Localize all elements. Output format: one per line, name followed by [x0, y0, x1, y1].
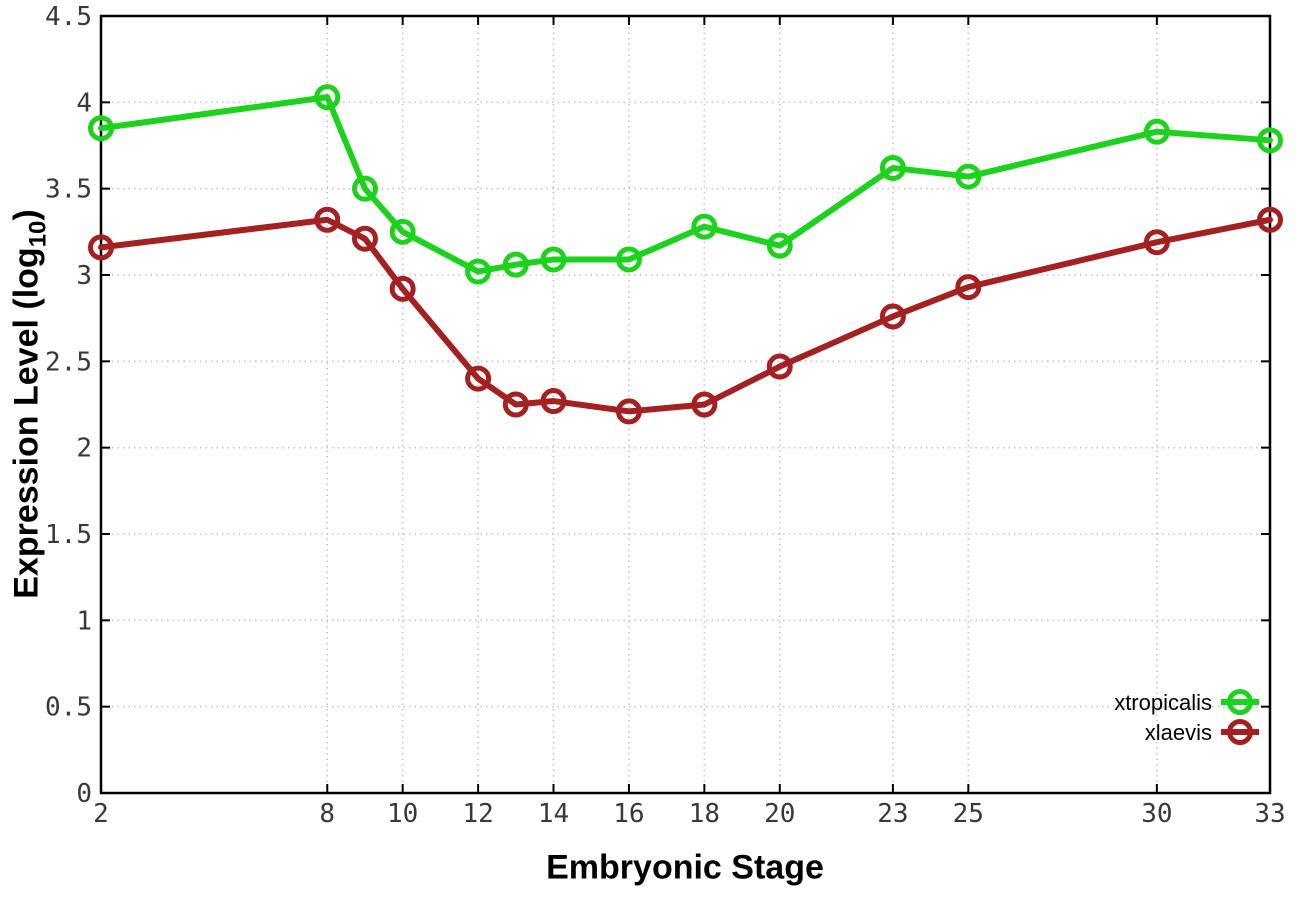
x-tick-label: 16 [613, 799, 644, 829]
series-line-xlaevis [98, 216, 1273, 415]
plot-border [99, 14, 1272, 795]
x-tick-label: 33 [1254, 799, 1285, 829]
series-marker-xtropicalis [955, 163, 982, 190]
x-tick-label: 14 [538, 799, 569, 829]
series-marker-xtropicalis [389, 218, 416, 245]
series-marker-xlaevis [314, 206, 341, 233]
series-marker-xtropicalis [766, 232, 793, 259]
series-marker-xlaevis [88, 234, 114, 261]
series-marker-xlaevis [879, 303, 906, 330]
series-marker-xlaevis [1257, 206, 1283, 233]
x-tick-label: 18 [689, 799, 720, 829]
series-line-xtropicalis [98, 94, 1273, 275]
y-tick-label: 0.5 [45, 693, 92, 723]
series-marker-xlaevis [502, 391, 529, 418]
series-marker-xtropicalis [314, 84, 341, 111]
series-marker-xtropicalis [1257, 127, 1283, 154]
y-tick-label: 3 [76, 261, 92, 291]
y-tick-label: 4.5 [45, 2, 92, 32]
x-axis-label: Embryonic Stage [546, 848, 824, 887]
y-tick-label: 0 [76, 779, 92, 809]
y-tick-label: 2.5 [45, 347, 92, 377]
series-marker-xlaevis [465, 365, 492, 392]
legend-sample-marker-xtropicalis [1227, 689, 1253, 715]
series-marker-xlaevis [691, 391, 718, 418]
x-tick-label: 20 [764, 799, 795, 829]
series-marker-xlaevis [955, 274, 982, 301]
y-tick-label: 2 [76, 434, 92, 464]
series-marker-xlaevis [389, 275, 416, 302]
legend-label-xlaevis: xlaevis [1145, 720, 1212, 745]
y-tick-label: 4 [76, 88, 92, 118]
legend-sample-marker-xlaevis [1227, 719, 1253, 745]
x-tick-label: 2 [93, 799, 109, 829]
y-tick-label: 3.5 [45, 175, 92, 205]
series-marker-xtropicalis [879, 154, 906, 181]
series-marker-xlaevis [766, 353, 793, 380]
series-marker-xtropicalis [88, 115, 114, 142]
x-tick-label: 25 [953, 799, 984, 829]
series-marker-xlaevis [540, 388, 567, 415]
series-marker-xlaevis [615, 398, 642, 425]
legend-label-xtropicalis: xtropicalis [1114, 690, 1212, 715]
y-axis-label-subscript: 10 [24, 220, 52, 248]
series-marker-xlaevis [1143, 229, 1170, 256]
series-marker-xtropicalis [465, 258, 492, 285]
x-tick-label: 30 [1141, 799, 1172, 829]
series-marker-xtropicalis [691, 213, 718, 240]
series-marker-xtropicalis [502, 251, 529, 278]
x-tick-label: 23 [877, 799, 908, 829]
x-tick-label: 10 [387, 799, 418, 829]
x-tick-label: 8 [319, 799, 335, 829]
series-marker-xtropicalis [351, 175, 378, 202]
series-marker-xtropicalis [615, 246, 642, 273]
y-tick-label: 1.5 [45, 520, 92, 550]
series-marker-xtropicalis [540, 246, 567, 273]
y-tick-label: 1 [76, 606, 92, 636]
x-tick-label: 12 [462, 799, 493, 829]
y-axis-label: Expression Level (log10) [7, 209, 52, 599]
series-marker-xtropicalis [1143, 118, 1170, 145]
series-marker-xlaevis [351, 225, 378, 252]
